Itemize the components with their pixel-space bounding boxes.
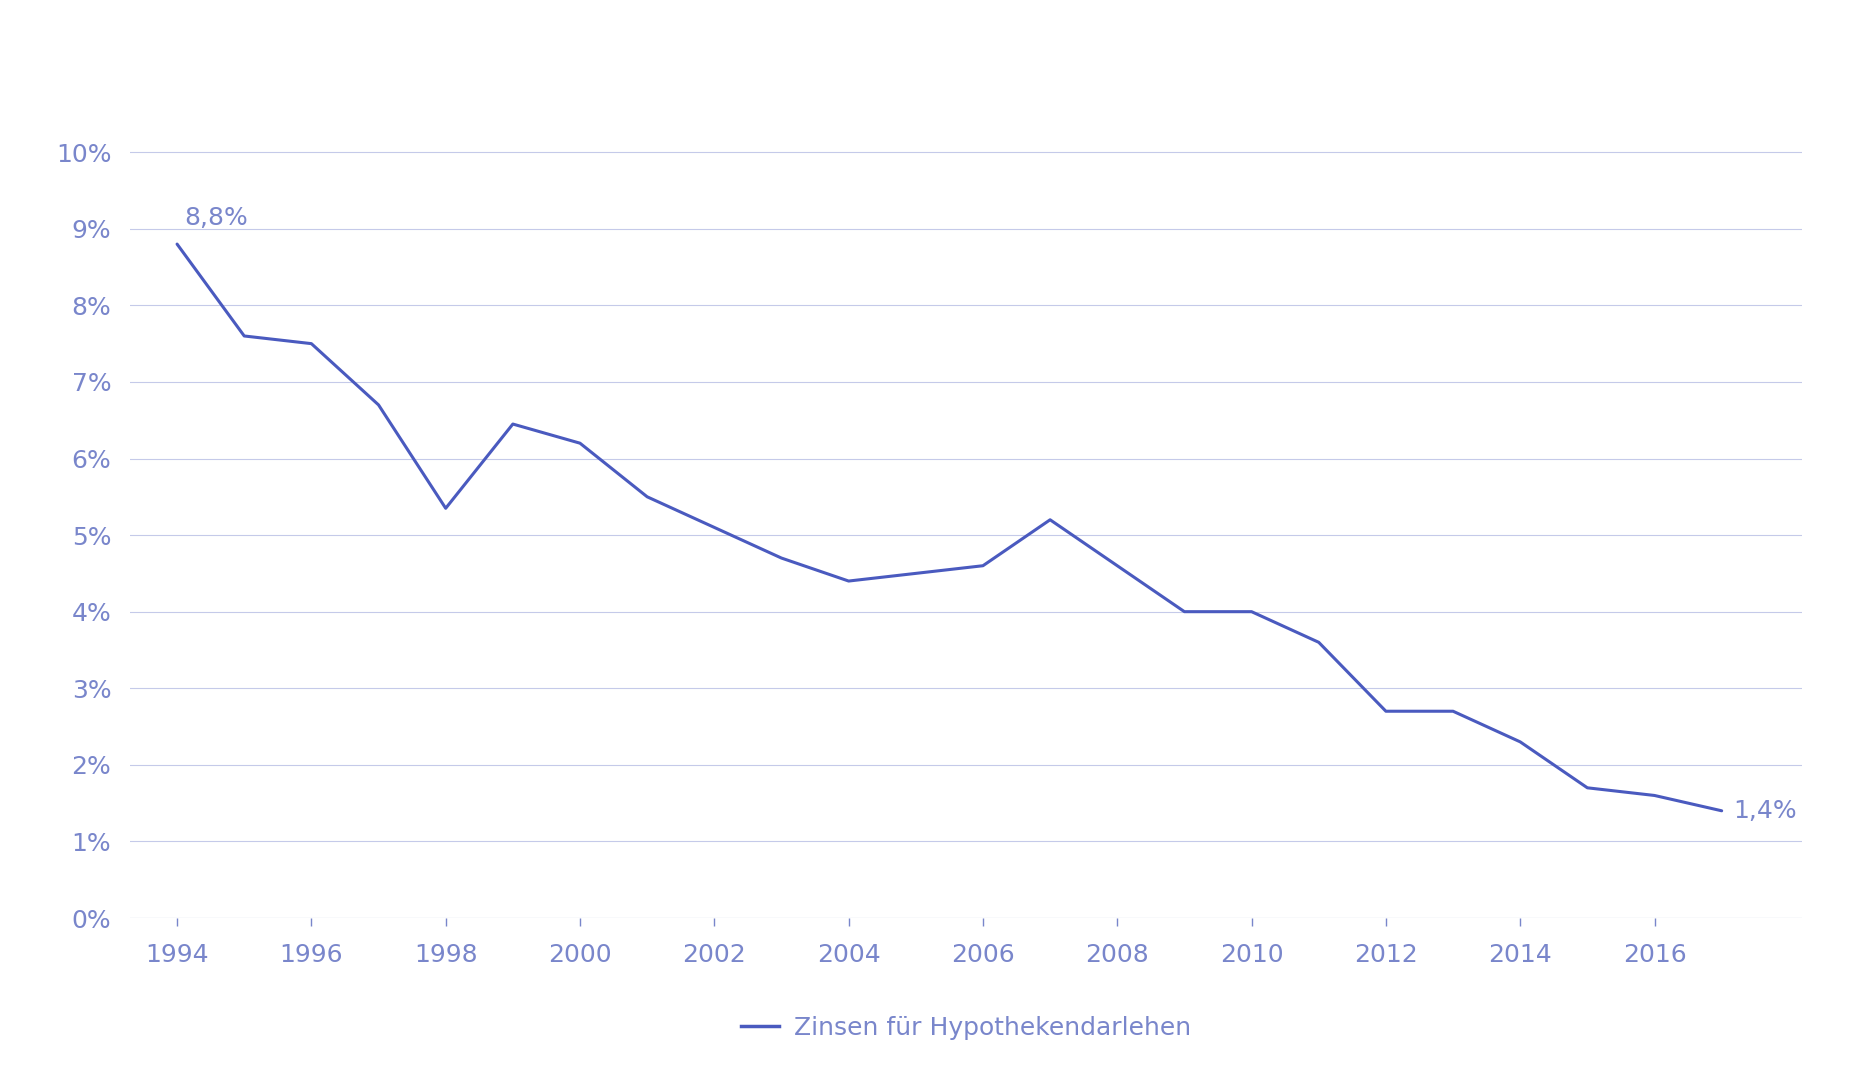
Legend: Zinsen für Hypothekendarlehen: Zinsen für Hypothekendarlehen bbox=[732, 1007, 1200, 1051]
Text: 1,4%: 1,4% bbox=[1733, 799, 1796, 823]
Text: 8,8%: 8,8% bbox=[184, 205, 247, 230]
